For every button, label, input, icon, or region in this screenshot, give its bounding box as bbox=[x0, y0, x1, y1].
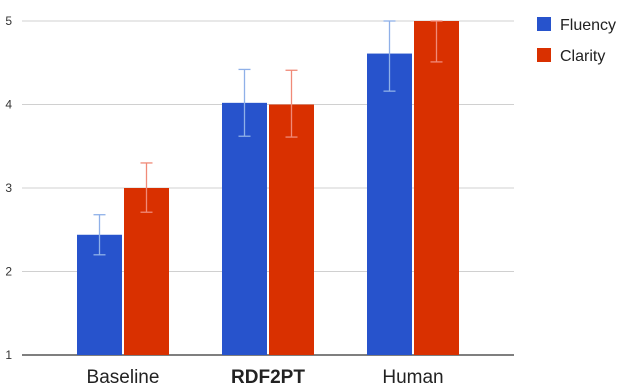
legend: Fluency Clarity bbox=[537, 17, 616, 65]
bar-clarity-human bbox=[414, 21, 459, 355]
x-axis-category-labels: Baseline RDF2PT Human bbox=[87, 367, 444, 388]
legend-label: Fluency bbox=[560, 17, 616, 34]
bars bbox=[77, 21, 459, 355]
y-tick-label: 3 bbox=[5, 181, 12, 195]
legend-label: Clarity bbox=[560, 48, 605, 65]
bar-clarity-baseline bbox=[124, 188, 169, 355]
error-bar-clarity-human bbox=[430, 20, 443, 63]
bar-fluency-rdf2pt bbox=[222, 102, 267, 355]
legend-swatch bbox=[537, 48, 551, 62]
y-tick-label: 1 bbox=[5, 348, 12, 362]
legend-item-clarity: Clarity bbox=[537, 48, 605, 65]
x-category-label: RDF2PT bbox=[231, 367, 305, 388]
error-bar-fluency-baseline bbox=[93, 214, 106, 256]
legend-swatch bbox=[537, 17, 551, 31]
y-tick-label: 2 bbox=[5, 265, 12, 279]
bar-fluency-human bbox=[367, 53, 412, 355]
y-tick-label: 5 bbox=[5, 14, 12, 28]
x-category-label: Baseline bbox=[87, 367, 160, 388]
error-bar-fluency-human bbox=[383, 20, 396, 92]
x-category-label: Human bbox=[382, 367, 443, 388]
y-axis-tick-labels: 1 2 3 4 5 bbox=[5, 14, 12, 362]
error-bar-clarity-baseline bbox=[140, 162, 153, 213]
bar-clarity-rdf2pt bbox=[269, 104, 314, 355]
error-bar-clarity-rdf2pt bbox=[285, 69, 298, 138]
legend-item-fluency: Fluency bbox=[537, 17, 616, 34]
error-bars bbox=[93, 20, 443, 256]
error-bar-fluency-rdf2pt bbox=[238, 68, 251, 137]
y-tick-label: 4 bbox=[5, 98, 12, 112]
